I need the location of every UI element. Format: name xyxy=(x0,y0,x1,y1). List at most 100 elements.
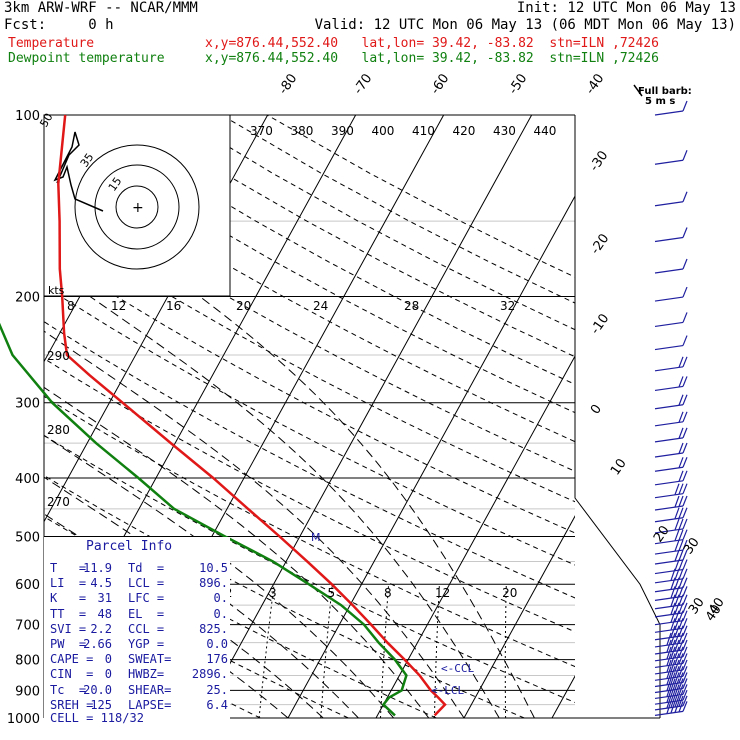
parcel-info-cell: 10.5 xyxy=(199,561,228,575)
m-marker: M xyxy=(311,531,321,544)
wind-barb-flag xyxy=(682,695,688,707)
theta-label: 420 xyxy=(453,124,476,138)
wind-barb-flag xyxy=(682,495,688,507)
wind-barb xyxy=(654,100,688,116)
parcel-info-title: Parcel Info xyxy=(86,539,173,554)
wind-barb-flag xyxy=(682,678,688,689)
wind-barb-flag xyxy=(682,483,688,494)
parcel-info-cell: EL = xyxy=(128,606,165,621)
wind-barb-flag xyxy=(674,495,680,508)
wind-barb-flag xyxy=(674,659,680,672)
hodograph-ring xyxy=(74,144,200,270)
wind-barb-flag xyxy=(666,666,672,679)
wind-barb xyxy=(654,335,688,351)
wind-barb xyxy=(654,442,688,458)
parcel-info-cell: 0 xyxy=(104,667,112,682)
wind-barb-flag xyxy=(682,286,688,298)
mixing-ratio-line xyxy=(320,584,333,718)
mixing-ratio-line xyxy=(433,584,440,718)
parcel-info-cell: SHEAR= xyxy=(128,682,172,697)
pressure-label: 800 xyxy=(15,654,40,669)
parcel-info-row: PW = 2.66 YGP = 0.0 xyxy=(50,637,230,652)
lcl-annotation: <-LCL xyxy=(431,684,464,697)
wind-barb-flag xyxy=(666,684,672,697)
wind-barb-staff xyxy=(654,236,684,243)
parcel-info-row: Tc = 20.0 SHEAR= 25. xyxy=(50,683,230,698)
wind-barb-staff xyxy=(654,528,684,534)
wind-barb-flag xyxy=(674,602,680,615)
wind-barb-flag xyxy=(682,625,688,636)
hodograph-speed-label: 32 xyxy=(500,299,515,313)
isotherm-label: 0 xyxy=(588,402,605,417)
mixing-ratio-label: 5 xyxy=(327,586,335,600)
wind-barb-flag xyxy=(674,586,680,598)
theta-label: 410 xyxy=(412,124,435,138)
parcel-info-cell: 176 xyxy=(206,652,228,667)
wind-barb-staff xyxy=(654,366,684,372)
moist-adiabat xyxy=(44,330,465,718)
wind-barb-flag xyxy=(666,701,672,714)
parcel-info-row: CIN = 0 HWBZ= 2896. xyxy=(50,667,230,682)
wind-barb-flag xyxy=(682,191,688,202)
wind-barb-flag xyxy=(674,577,680,589)
wind-barb-flag xyxy=(670,666,676,678)
hodograph-origin-marker: + xyxy=(132,200,144,216)
wind-barb xyxy=(654,394,688,410)
isotherm-label: -40 xyxy=(583,71,607,97)
wind-barb-flag xyxy=(674,666,680,678)
isotherm-label: -60 xyxy=(428,71,452,97)
wind-barb xyxy=(654,646,688,662)
wind-barb-flag xyxy=(682,539,688,551)
wind-barb-flag xyxy=(682,457,688,468)
wind-barb-flag xyxy=(682,586,688,597)
parcel-info-cell: T = xyxy=(50,561,87,575)
isotherm xyxy=(287,195,575,718)
parcel-info-cell: LI = xyxy=(50,576,87,591)
wind-barb-flag xyxy=(670,653,676,666)
parcel-info-row: SREH = 125 LAPSE= 6.4 xyxy=(50,698,230,713)
wind-barb-flag xyxy=(682,594,688,605)
frame-right-lower xyxy=(574,395,661,718)
wind-barb-staff xyxy=(654,437,684,443)
dry-adiabat xyxy=(44,284,575,566)
wind-barb-flag xyxy=(666,672,672,685)
wind-barb-flag xyxy=(674,701,680,713)
hodograph-units-label: kts xyxy=(48,284,65,297)
parcel-info-cell: CAPE = xyxy=(50,652,94,667)
wind-barb-flag xyxy=(674,483,680,495)
wind-barb-staff xyxy=(654,421,684,427)
isotherm xyxy=(199,115,533,718)
wind-barb-flag xyxy=(682,689,688,701)
barb-legend-icon xyxy=(633,84,643,97)
dry-adiabat xyxy=(44,215,575,503)
theta-label: 380 xyxy=(291,124,314,138)
parcel-info-cell: 825. xyxy=(199,621,228,636)
parcel-info-cell: 4.5 xyxy=(90,576,112,591)
wind-barb xyxy=(654,539,688,555)
wind-barb-flag xyxy=(678,394,684,406)
wind-barb xyxy=(654,495,688,511)
isotherm-label: -70 xyxy=(351,71,375,97)
wind-barb-flag xyxy=(674,610,680,622)
forecast-hour: Fcst: 0 h xyxy=(4,17,114,33)
parcel-info-cell: 2896. xyxy=(191,667,228,682)
wind-barb-flag xyxy=(678,356,684,368)
wind-barb-flag xyxy=(666,653,672,666)
wind-barb-flag xyxy=(674,646,680,659)
wind-barb xyxy=(654,150,688,165)
mixing-ratio-label: 20 xyxy=(502,586,517,600)
wind-barb-flag xyxy=(670,610,676,623)
wind-barb xyxy=(654,411,688,427)
wind-barb-flag xyxy=(666,678,672,691)
wind-barb-flag xyxy=(674,529,680,541)
wind-barb xyxy=(654,653,688,669)
wind-barb-flag xyxy=(670,577,676,590)
parcel-info-cell: CIN = xyxy=(50,667,94,682)
wind-barb-flag xyxy=(678,618,684,630)
wind-barb-flag xyxy=(682,312,688,323)
parcel-info-cell: SWEAT= xyxy=(128,652,172,667)
parcel-info-cell: 0.0 xyxy=(206,637,228,651)
moist-adiabat xyxy=(44,386,430,718)
wind-barb-staff xyxy=(654,321,684,328)
parcel-info-cell: 125 xyxy=(90,697,112,712)
